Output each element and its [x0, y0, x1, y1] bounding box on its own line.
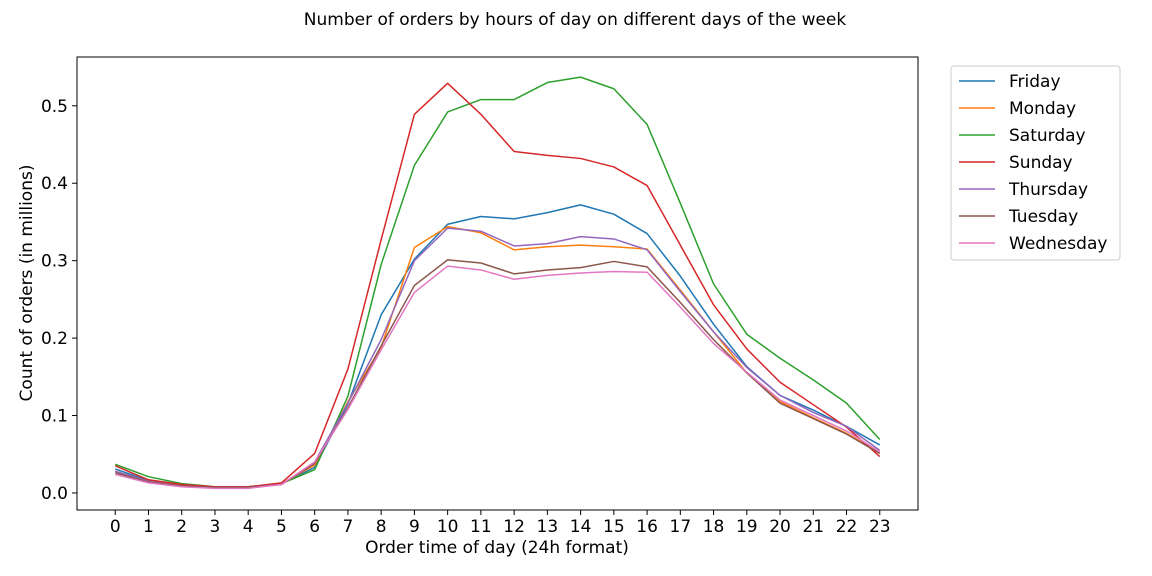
- legend-frame: [950, 65, 1121, 261]
- x-tick-label: 19: [736, 517, 758, 537]
- x-tick-label: 17: [670, 517, 692, 537]
- x-tick-label: 9: [409, 517, 420, 537]
- y-tick-label: 0.4: [41, 174, 68, 194]
- legend-item-friday: Friday: [959, 72, 1061, 92]
- x-tick-label: 6: [309, 517, 320, 537]
- x-tick-label: 5: [276, 517, 287, 537]
- legend-item-sunday: Sunday: [959, 153, 1073, 173]
- series-line-saturday: [114, 76, 881, 488]
- legend-items: Friday Monday Saturday Sunday Thursday Tuesda…: [959, 72, 1107, 254]
- x-tick-label: 0: [110, 517, 121, 537]
- x-tick-label: 21: [802, 517, 824, 537]
- legend-item-monday: Monday: [959, 99, 1076, 119]
- y-tick-label: 0.2: [41, 329, 68, 349]
- legend: Friday Monday Saturday Sunday Thursday Tuesda…: [950, 65, 1121, 261]
- series-line-sunday: [114, 82, 881, 488]
- y-tick-label: 0.0: [41, 484, 68, 504]
- x-axis: 0 1 2 3 4 5 6 7 8 9 10 11 12 13 14 15 16 17 18 19 20 21 22 23: [110, 510, 891, 537]
- x-tick-label: 11: [470, 517, 492, 537]
- legend-label: Monday: [1009, 99, 1076, 119]
- y-tick-label: 0.5: [41, 97, 68, 117]
- x-tick-label: 14: [570, 517, 592, 537]
- x-tick-label: 7: [343, 517, 354, 537]
- plot-area: [76, 56, 919, 511]
- legend-item-wednesday: Wednesday: [959, 234, 1107, 254]
- legend-label: Tuesday: [1008, 207, 1078, 227]
- x-tick-label: 20: [769, 517, 791, 537]
- x-axis-label: Order time of day (24h format): [365, 538, 629, 558]
- legend-label: Wednesday: [1009, 234, 1107, 254]
- plot-frame: [76, 56, 919, 511]
- legend-label: Sunday: [1009, 153, 1073, 173]
- series-line-wednesday: [115, 265, 881, 490]
- x-tick-label: 16: [636, 517, 658, 537]
- y-axis: 0.0 0.1 0.2 0.3 0.4 0.5: [41, 97, 77, 504]
- y-tick-label: 0.3: [41, 252, 68, 272]
- x-tick-label: 18: [703, 517, 725, 537]
- legend-label: Saturday: [1009, 126, 1086, 146]
- series-line-tuesday: [115, 259, 881, 489]
- series-line-monday: [115, 225, 881, 489]
- x-tick-label: 22: [836, 517, 858, 537]
- x-tick-label: 15: [603, 517, 625, 537]
- x-tick-label: 3: [210, 517, 221, 537]
- x-tick-label: 1: [143, 517, 154, 537]
- x-tick-label: 2: [176, 517, 187, 537]
- x-tick-label: 8: [376, 517, 387, 537]
- y-axis-label: Count of orders (in millions): [17, 165, 37, 402]
- legend-label: Thursday: [1008, 180, 1088, 200]
- y-tick-label: 0.1: [41, 407, 68, 427]
- x-tick-label: 13: [537, 517, 559, 537]
- x-tick-label: 4: [243, 517, 254, 537]
- series-layer: [114, 76, 881, 490]
- x-tick-label: 23: [869, 517, 891, 537]
- chart-title: Number of orders by hours of day on diff…: [304, 10, 847, 30]
- legend-item-thursday: Thursday: [959, 180, 1088, 200]
- series-line-thursday: [115, 227, 881, 489]
- legend-label: Friday: [1009, 72, 1061, 92]
- legend-item-saturday: Saturday: [959, 126, 1086, 146]
- x-tick-label: 12: [503, 517, 525, 537]
- legend-item-tuesday: Tuesday: [959, 207, 1078, 227]
- x-tick-label: 10: [437, 517, 459, 537]
- series-line-friday: [114, 204, 881, 489]
